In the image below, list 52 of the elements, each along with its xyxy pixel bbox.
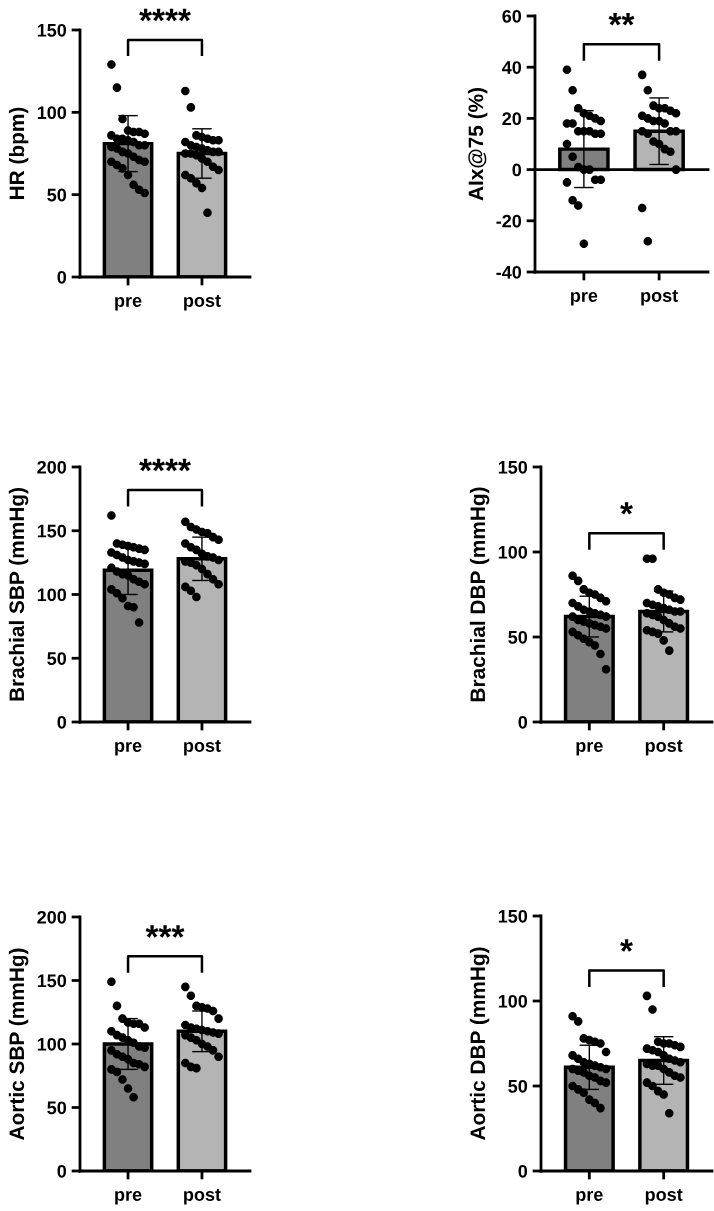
y-tick-label: 200 xyxy=(37,460,67,474)
y-tick-label: 0 xyxy=(518,715,528,729)
y-tick-label: 50 xyxy=(508,1079,528,1093)
y-tick-label: 50 xyxy=(47,188,67,202)
y-tick-label: 50 xyxy=(47,1101,67,1115)
annotation: * xyxy=(620,939,633,952)
y-axis-title: Aortic SBP (mmHg) xyxy=(8,948,29,1140)
y-tick-label: 100 xyxy=(37,588,67,602)
x-tick-label: post xyxy=(645,1188,683,1205)
x-tick-label: pre xyxy=(576,1191,603,1205)
annotation: * xyxy=(620,502,633,515)
annotation: ** xyxy=(608,13,635,26)
x-tick-label: pre xyxy=(571,292,598,306)
text: **** xyxy=(139,8,191,22)
y-tick-label: 0 xyxy=(57,1164,67,1178)
x-tick-label: post xyxy=(184,739,221,756)
y-tick-label: 150 xyxy=(498,909,528,923)
y-tick-label: 150 xyxy=(37,524,67,538)
x-tick-label: post xyxy=(184,294,221,311)
y-tick-label: 50 xyxy=(508,630,528,644)
y-tick-label: 0 xyxy=(512,163,522,177)
x-tick-label: pre xyxy=(115,297,142,311)
x-tick-label: pre xyxy=(115,742,142,756)
y-tick-label: 50 xyxy=(47,652,67,665)
y-tick-label: 100 xyxy=(37,1037,67,1051)
y-tick-label: 0 xyxy=(57,715,67,729)
y-tick-label: 40 xyxy=(502,61,522,74)
y-axis-title: Brachial DBP (mmHg) xyxy=(469,487,490,702)
y-tick-label: 100 xyxy=(498,994,528,1008)
annotation: *** xyxy=(145,925,185,938)
x-tick-label: pre xyxy=(115,1191,142,1205)
x-tick-label: post xyxy=(641,289,678,306)
y-tick-label: 200 xyxy=(37,910,67,924)
x-tick-label: post xyxy=(184,1188,221,1205)
y-tick-label: 150 xyxy=(37,974,67,988)
y-axis-title: Aortic DBP (mmHg) xyxy=(469,947,490,1141)
y-tick-label: 60 xyxy=(502,9,522,23)
x-tick-label: post xyxy=(645,739,683,756)
y-tick-label: -20 xyxy=(496,214,522,228)
y-tick-label: 0 xyxy=(518,1164,528,1178)
y-axis-title: AIx@75 (%) xyxy=(467,87,488,201)
annotation: **** xyxy=(139,458,191,472)
y-tick-label: 150 xyxy=(37,23,67,37)
y-tick-label: 100 xyxy=(498,545,528,559)
x-tick-label: pre xyxy=(576,742,603,756)
y-tick-label: 100 xyxy=(37,106,67,120)
y-tick-label: 0 xyxy=(57,270,67,284)
y-axis-title: Brachial SBP (mmHg) xyxy=(8,488,29,701)
y-tick-label: -40 xyxy=(496,265,522,279)
y-tick-label: 150 xyxy=(498,460,528,474)
y-axis-title: HR (bpm) xyxy=(8,107,29,199)
y-tick-label: 20 xyxy=(502,112,522,126)
